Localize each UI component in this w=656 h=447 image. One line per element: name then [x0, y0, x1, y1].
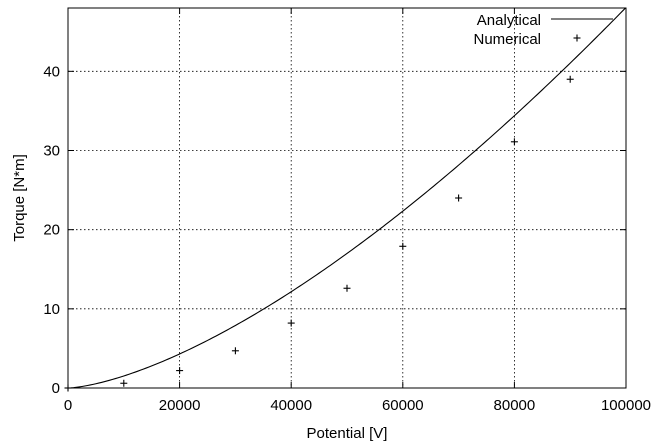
plot-frame [67, 7, 627, 389]
x-axis-title: Potential [V] [307, 425, 388, 442]
data-point-numerical [510, 138, 518, 146]
y-tick-label: 10 [43, 301, 60, 318]
data-point-numerical [566, 75, 574, 83]
y-axis-title: Torque [N*m] [11, 154, 28, 242]
x-tick-label: 60000 [382, 397, 424, 414]
x-tick-label: 20000 [159, 397, 201, 414]
y-tick-label: 40 [43, 63, 60, 80]
data-point-numerical [231, 347, 239, 355]
axis-ticks: 0 20000 40000 60000 80000 100000 0 10 20 30 40 [43, 8, 651, 414]
legend: Analytical Numerical [473, 12, 613, 48]
legend-label-numerical: Numerical [473, 31, 541, 48]
y-tick-label: 20 [43, 222, 60, 239]
grid [68, 8, 626, 388]
x-tick-label: 40000 [270, 397, 312, 414]
legend-marker-numerical [573, 34, 581, 42]
y-tick-label: 0 [52, 380, 60, 397]
x-tick-label: 0 [64, 397, 72, 414]
series [64, 7, 626, 392]
x-tick-label: 80000 [494, 397, 536, 414]
legend-label-analytical: Analytical [477, 12, 541, 29]
data-point-numerical [120, 379, 128, 387]
data-point-numerical [399, 242, 407, 250]
series-line-analytical [67, 7, 626, 389]
data-point-numerical [64, 384, 72, 392]
y-tick-label: 30 [43, 143, 60, 160]
data-point-numerical [287, 319, 295, 327]
data-point-numerical [176, 367, 184, 375]
data-point-numerical [343, 284, 351, 292]
data-point-numerical [455, 194, 463, 202]
x-tick-label: 100000 [601, 397, 651, 414]
